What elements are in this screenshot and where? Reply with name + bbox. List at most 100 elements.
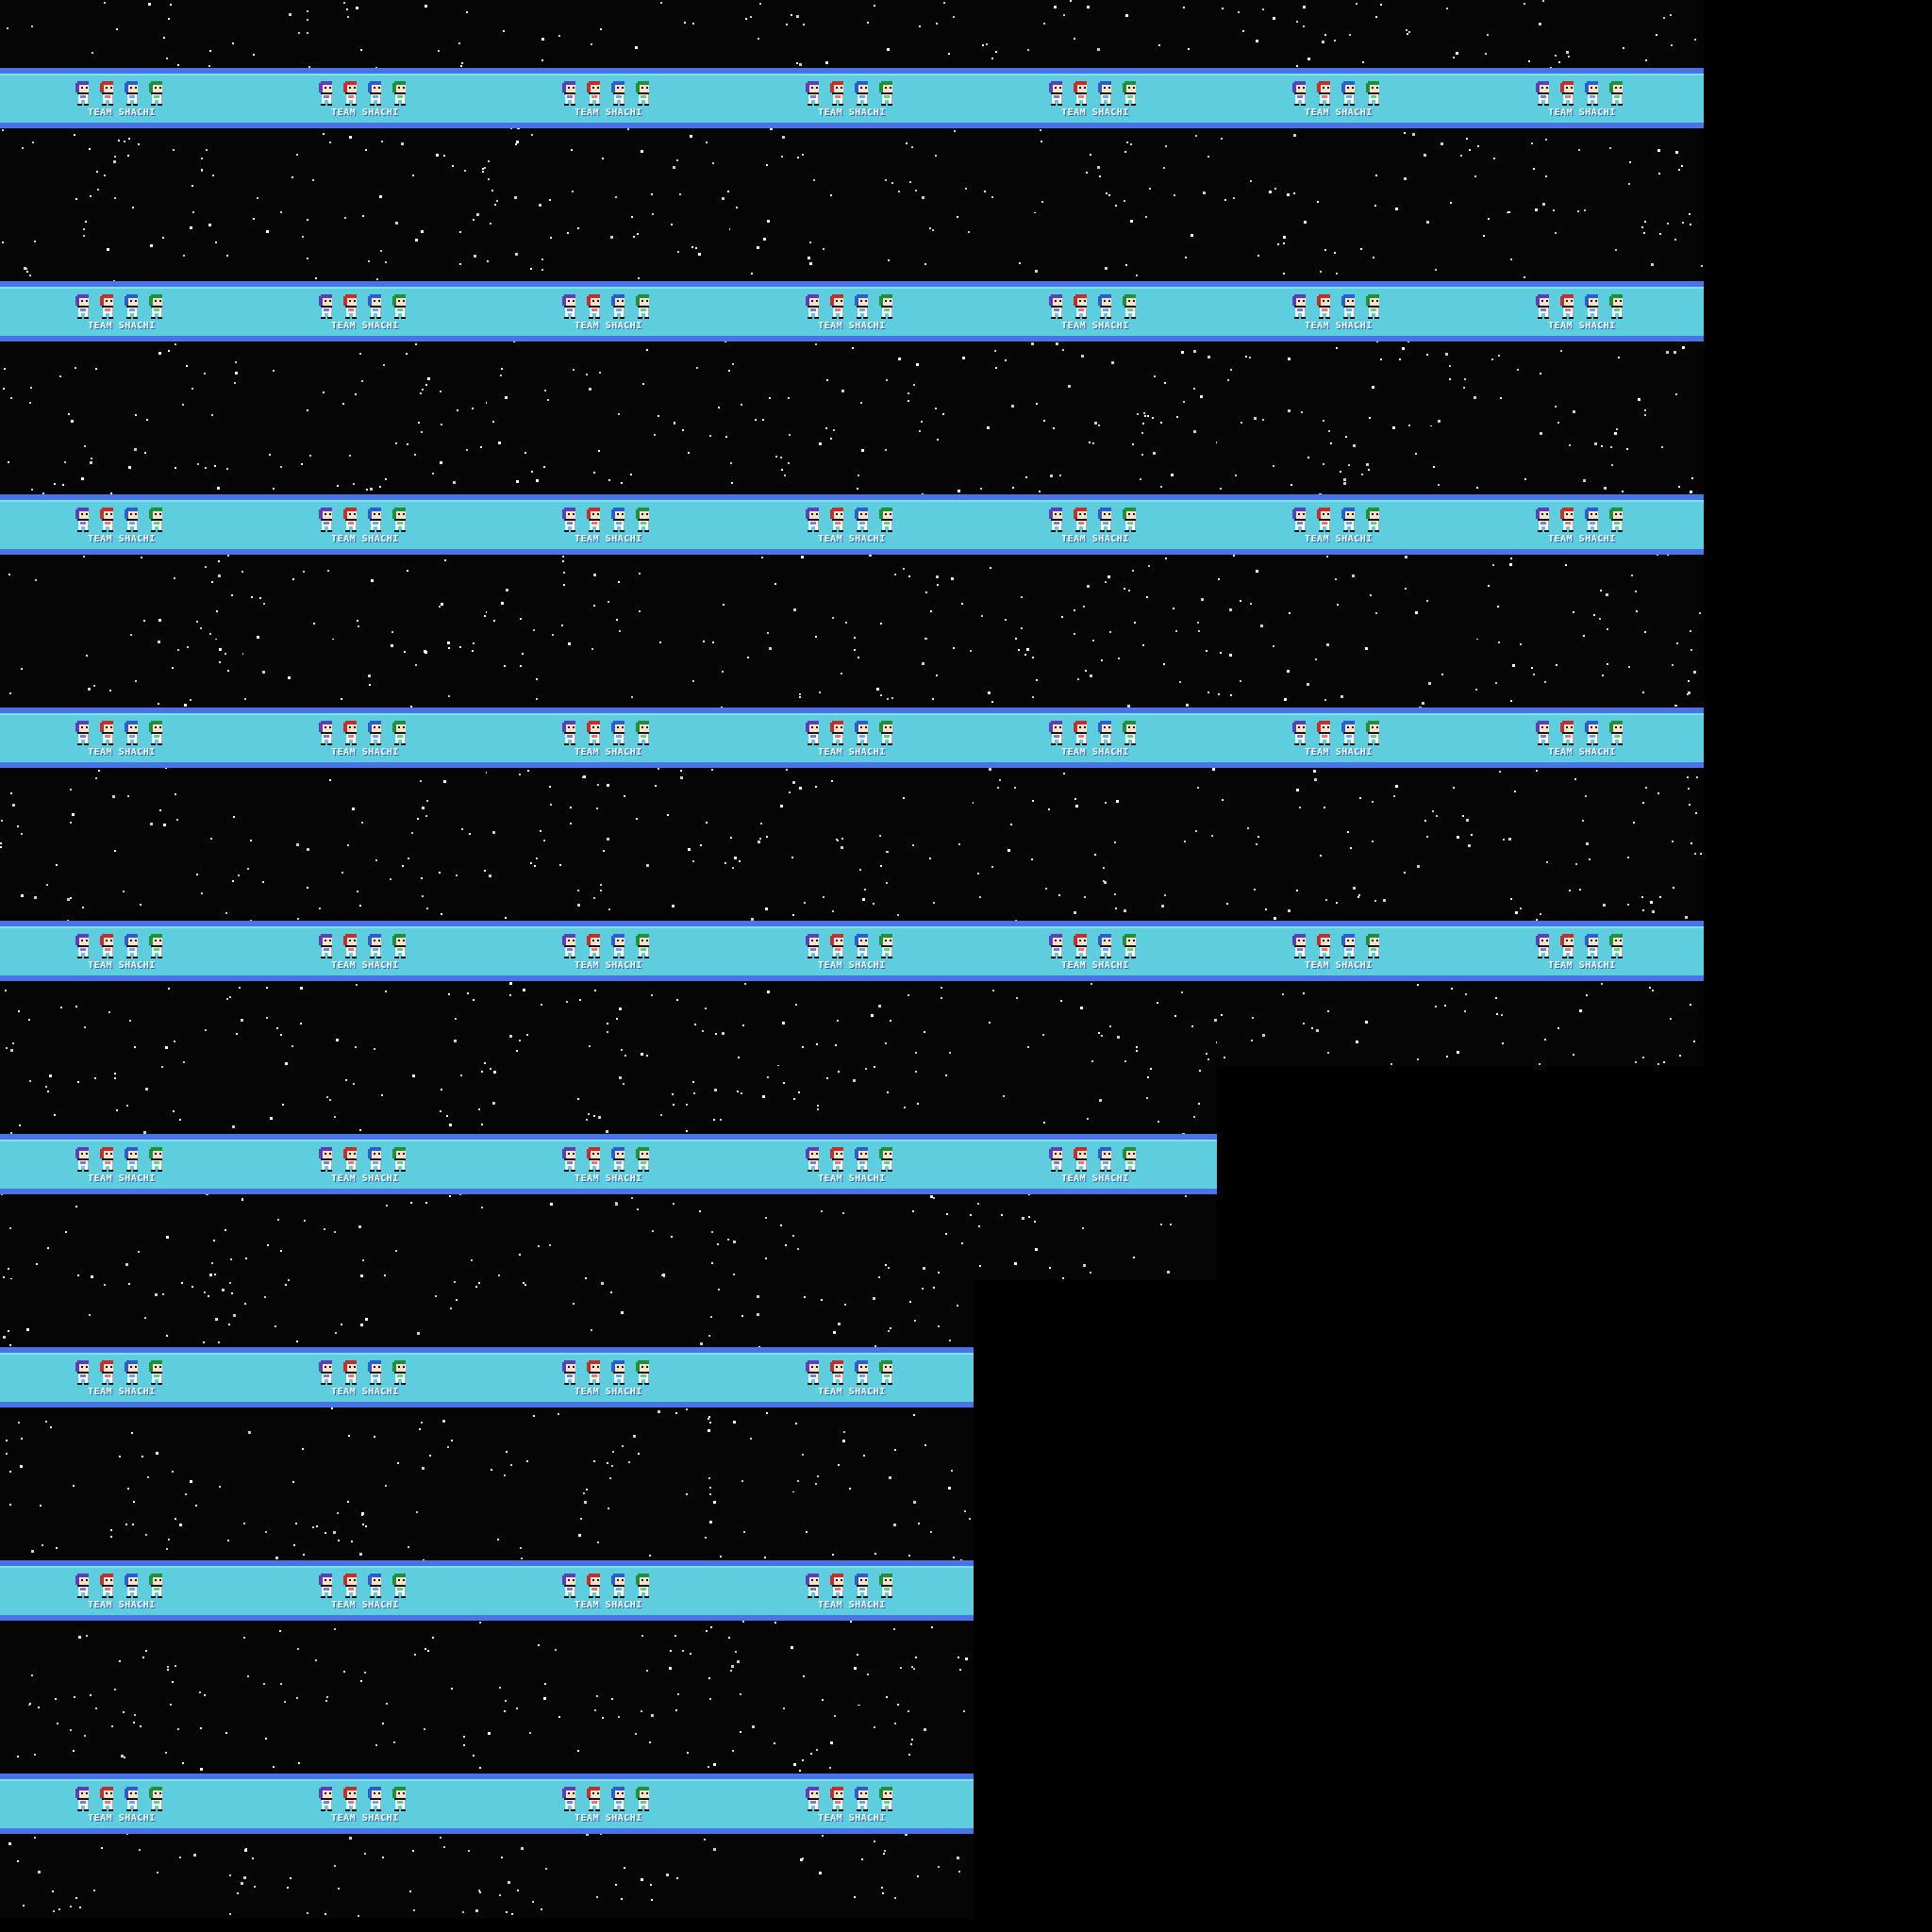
star [8, 461, 9, 463]
star [536, 698, 538, 700]
star [368, 260, 370, 262]
star [324, 1228, 325, 1230]
star [444, 559, 446, 561]
star [469, 833, 471, 835]
character-red-icon [830, 1360, 843, 1385]
star [675, 1635, 676, 1637]
sprite-frame: TEAM SHACHI [243, 426, 487, 640]
star [62, 484, 64, 486]
star [126, 1105, 128, 1107]
star [809, 242, 811, 243]
star [1464, 1010, 1466, 1012]
star [496, 200, 498, 202]
star [943, 2, 945, 4]
star [1101, 659, 1103, 661]
star [296, 1341, 298, 1342]
star [385, 261, 387, 263]
star [1360, 248, 1362, 250]
star [799, 693, 801, 695]
star [64, 461, 66, 463]
team-label: TEAM SHACHI [1305, 108, 1373, 118]
star [949, 1052, 951, 1054]
character-red-icon [343, 721, 357, 745]
star [849, 1488, 851, 1490]
character-purple-icon [1536, 721, 1549, 745]
star [953, 1557, 955, 1558]
character-group [1292, 934, 1379, 958]
star [1574, 778, 1576, 780]
star [175, 343, 176, 345]
star [1108, 575, 1110, 578]
character-purple-icon [562, 508, 575, 532]
star [646, 864, 649, 867]
star [858, 475, 859, 476]
star [1027, 1046, 1029, 1048]
star [1167, 1271, 1170, 1274]
star [166, 1548, 168, 1550]
team-label: TEAM SHACHI [1305, 534, 1373, 544]
star [422, 807, 425, 809]
star [580, 1518, 582, 1520]
star [1688, 691, 1690, 694]
star [1296, 789, 1299, 791]
star [177, 649, 179, 651]
star [1615, 249, 1617, 251]
character-purple-icon [1292, 721, 1306, 745]
star [360, 1324, 363, 1326]
star [600, 890, 602, 891]
star [764, 1557, 766, 1558]
star [1456, 52, 1458, 55]
star [175, 793, 176, 795]
character-purple-icon [562, 934, 575, 958]
star [911, 1739, 913, 1740]
team-label: TEAM SHACHI [1305, 960, 1373, 971]
star [594, 990, 596, 991]
star [667, 814, 669, 816]
star [290, 1877, 291, 1879]
star [1391, 1063, 1392, 1065]
star [1171, 474, 1174, 476]
character-group [1049, 934, 1136, 958]
character-green-icon [392, 1787, 406, 1811]
star [1176, 416, 1178, 418]
star [359, 1129, 361, 1131]
star [1087, 6, 1090, 8]
star [1080, 1007, 1083, 1009]
star [1374, 205, 1376, 207]
star [1474, 396, 1476, 399]
star [531, 134, 533, 136]
star [408, 858, 409, 859]
star [780, 457, 782, 458]
team-label: TEAM SHACHI [575, 534, 642, 544]
star [1099, 1099, 1102, 1102]
sprite-frame: TEAM SHACHI [0, 640, 243, 853]
star [841, 390, 844, 392]
star [1201, 598, 1204, 601]
star [159, 809, 161, 811]
sprite-frame: TEAM SHACHI [974, 213, 1217, 426]
star [1185, 1195, 1187, 1197]
team-label: TEAM SHACHI [575, 747, 642, 758]
star [1041, 141, 1042, 142]
star [888, 1330, 890, 1332]
star [1218, 578, 1220, 580]
character-blue-icon [1098, 934, 1111, 958]
character-red-icon [343, 1360, 357, 1385]
star [785, 1244, 787, 1246]
star [1380, 4, 1382, 6]
star [1652, 910, 1655, 913]
star [1375, 16, 1377, 18]
star [781, 156, 783, 158]
star [690, 1653, 691, 1655]
character-red-icon [587, 1574, 600, 1598]
star [942, 413, 944, 415]
star [1492, 564, 1494, 566]
star [492, 831, 495, 834]
star [817, 1475, 819, 1477]
character-green-icon [636, 81, 649, 106]
star [334, 1628, 336, 1630]
star [298, 32, 300, 34]
star [463, 1736, 465, 1738]
star [1256, 40, 1258, 42]
star [369, 684, 371, 686]
